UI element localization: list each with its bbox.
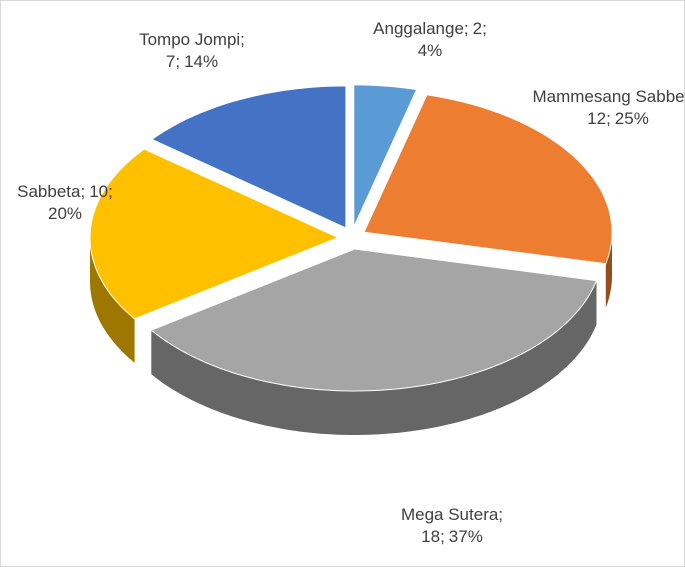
- label-part: 18;: [421, 527, 445, 546]
- label-part: Mega Sutera;: [401, 505, 503, 524]
- slice: [150, 248, 598, 392]
- pie-tops: [89, 84, 613, 392]
- data-label: Mega Sutera; 18; 37%: [401, 505, 503, 546]
- slice: [353, 84, 418, 228]
- slice-side: [151, 280, 597, 435]
- data-label: Anggalange; 2; 4%: [373, 19, 487, 60]
- label-part: 37%: [449, 527, 483, 546]
- slice-side: [90, 237, 135, 363]
- data-label: Mammesang Sabbeta; 12;25%: [532, 87, 685, 128]
- slice: [89, 148, 340, 320]
- data-label: Tompo Jompi; 7; 14%: [139, 30, 245, 71]
- label-part: 4%: [418, 41, 443, 60]
- label-part: 10;: [89, 182, 113, 201]
- label-part: Mammesang Sabbeta;: [532, 87, 685, 106]
- label-part: 12;: [587, 109, 611, 128]
- label-part: 14%: [184, 52, 218, 71]
- slice-side: [605, 232, 612, 308]
- label-part: 20%: [48, 204, 82, 223]
- label-part: Anggalange;: [373, 19, 468, 38]
- data-labels: Anggalange;2;4%Mammesang Sabbeta;12;25%M…: [17, 19, 685, 546]
- label-part: Sabbeta;: [17, 182, 85, 201]
- slice: [363, 94, 613, 265]
- label-part: 2;: [473, 19, 487, 38]
- label-part: 25%: [615, 109, 649, 128]
- data-label: Sabbeta; 10; 20%: [17, 182, 113, 223]
- label-part: Tompo Jompi;: [139, 30, 245, 49]
- pie-sides: [90, 232, 612, 435]
- label-part: 7;: [166, 52, 180, 71]
- slice: [151, 85, 347, 229]
